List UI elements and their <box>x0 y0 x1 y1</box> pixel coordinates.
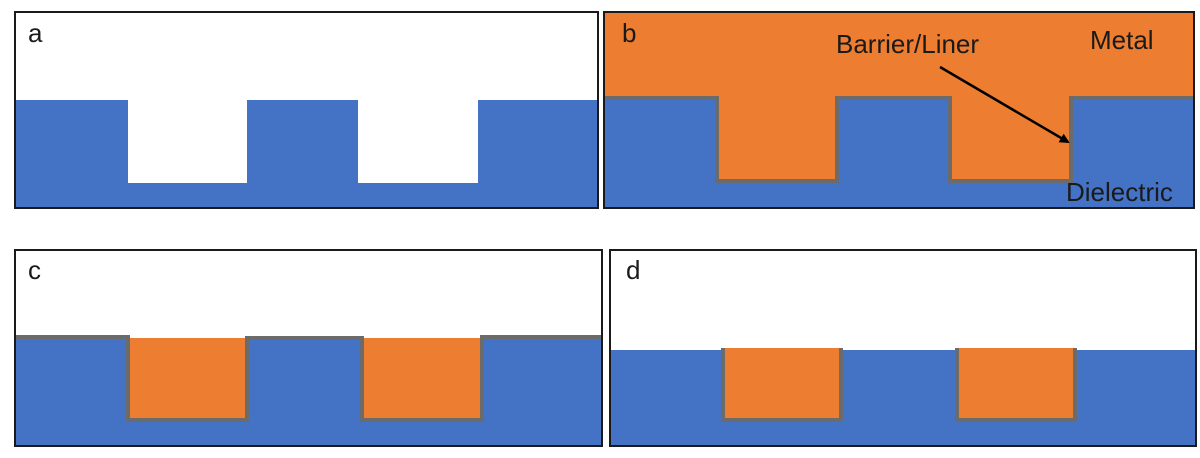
panel-d: d <box>609 249 1197 447</box>
metal-label: Metal <box>1090 25 1154 55</box>
panel-a-frame <box>14 11 599 209</box>
panel-d-dielectric <box>610 350 1196 446</box>
panel-d-frame <box>609 249 1197 447</box>
panel-a: a <box>14 11 599 209</box>
panel-a-dielectric <box>15 100 598 208</box>
panel-b-dielectric <box>604 98 1194 208</box>
panel-b-label: b <box>622 18 636 48</box>
panel-d-metal-top-cover-2 <box>959 348 1073 352</box>
panel-b: b Barrier/Liner Metal Dielectric <box>603 11 1195 209</box>
panel-d-metal-fill-2 <box>955 348 1077 422</box>
panel-c: c <box>14 249 603 447</box>
panel-c-label: c <box>28 255 41 285</box>
barrier-liner-arrow <box>939 65 1070 144</box>
panel-d-metal-fill-1 <box>721 348 843 422</box>
panel-c-frame <box>14 249 603 447</box>
panel-d-label: d <box>626 255 640 285</box>
panel-c-dielectric <box>15 338 602 446</box>
panel-d-metal-top-cover-1 <box>725 348 839 352</box>
panel-c-metal-fill-2 <box>362 338 482 420</box>
barrier-liner-label: Barrier/Liner <box>836 29 979 59</box>
panel-b-frame <box>603 11 1195 209</box>
panel-a-label: a <box>28 18 43 48</box>
dielectric-label: Dielectric <box>1066 177 1173 207</box>
panel-c-barrier-liner <box>15 335 602 422</box>
panel-c-metal-fill-1 <box>128 338 247 420</box>
panel-b-barrier-liner <box>604 96 1194 183</box>
